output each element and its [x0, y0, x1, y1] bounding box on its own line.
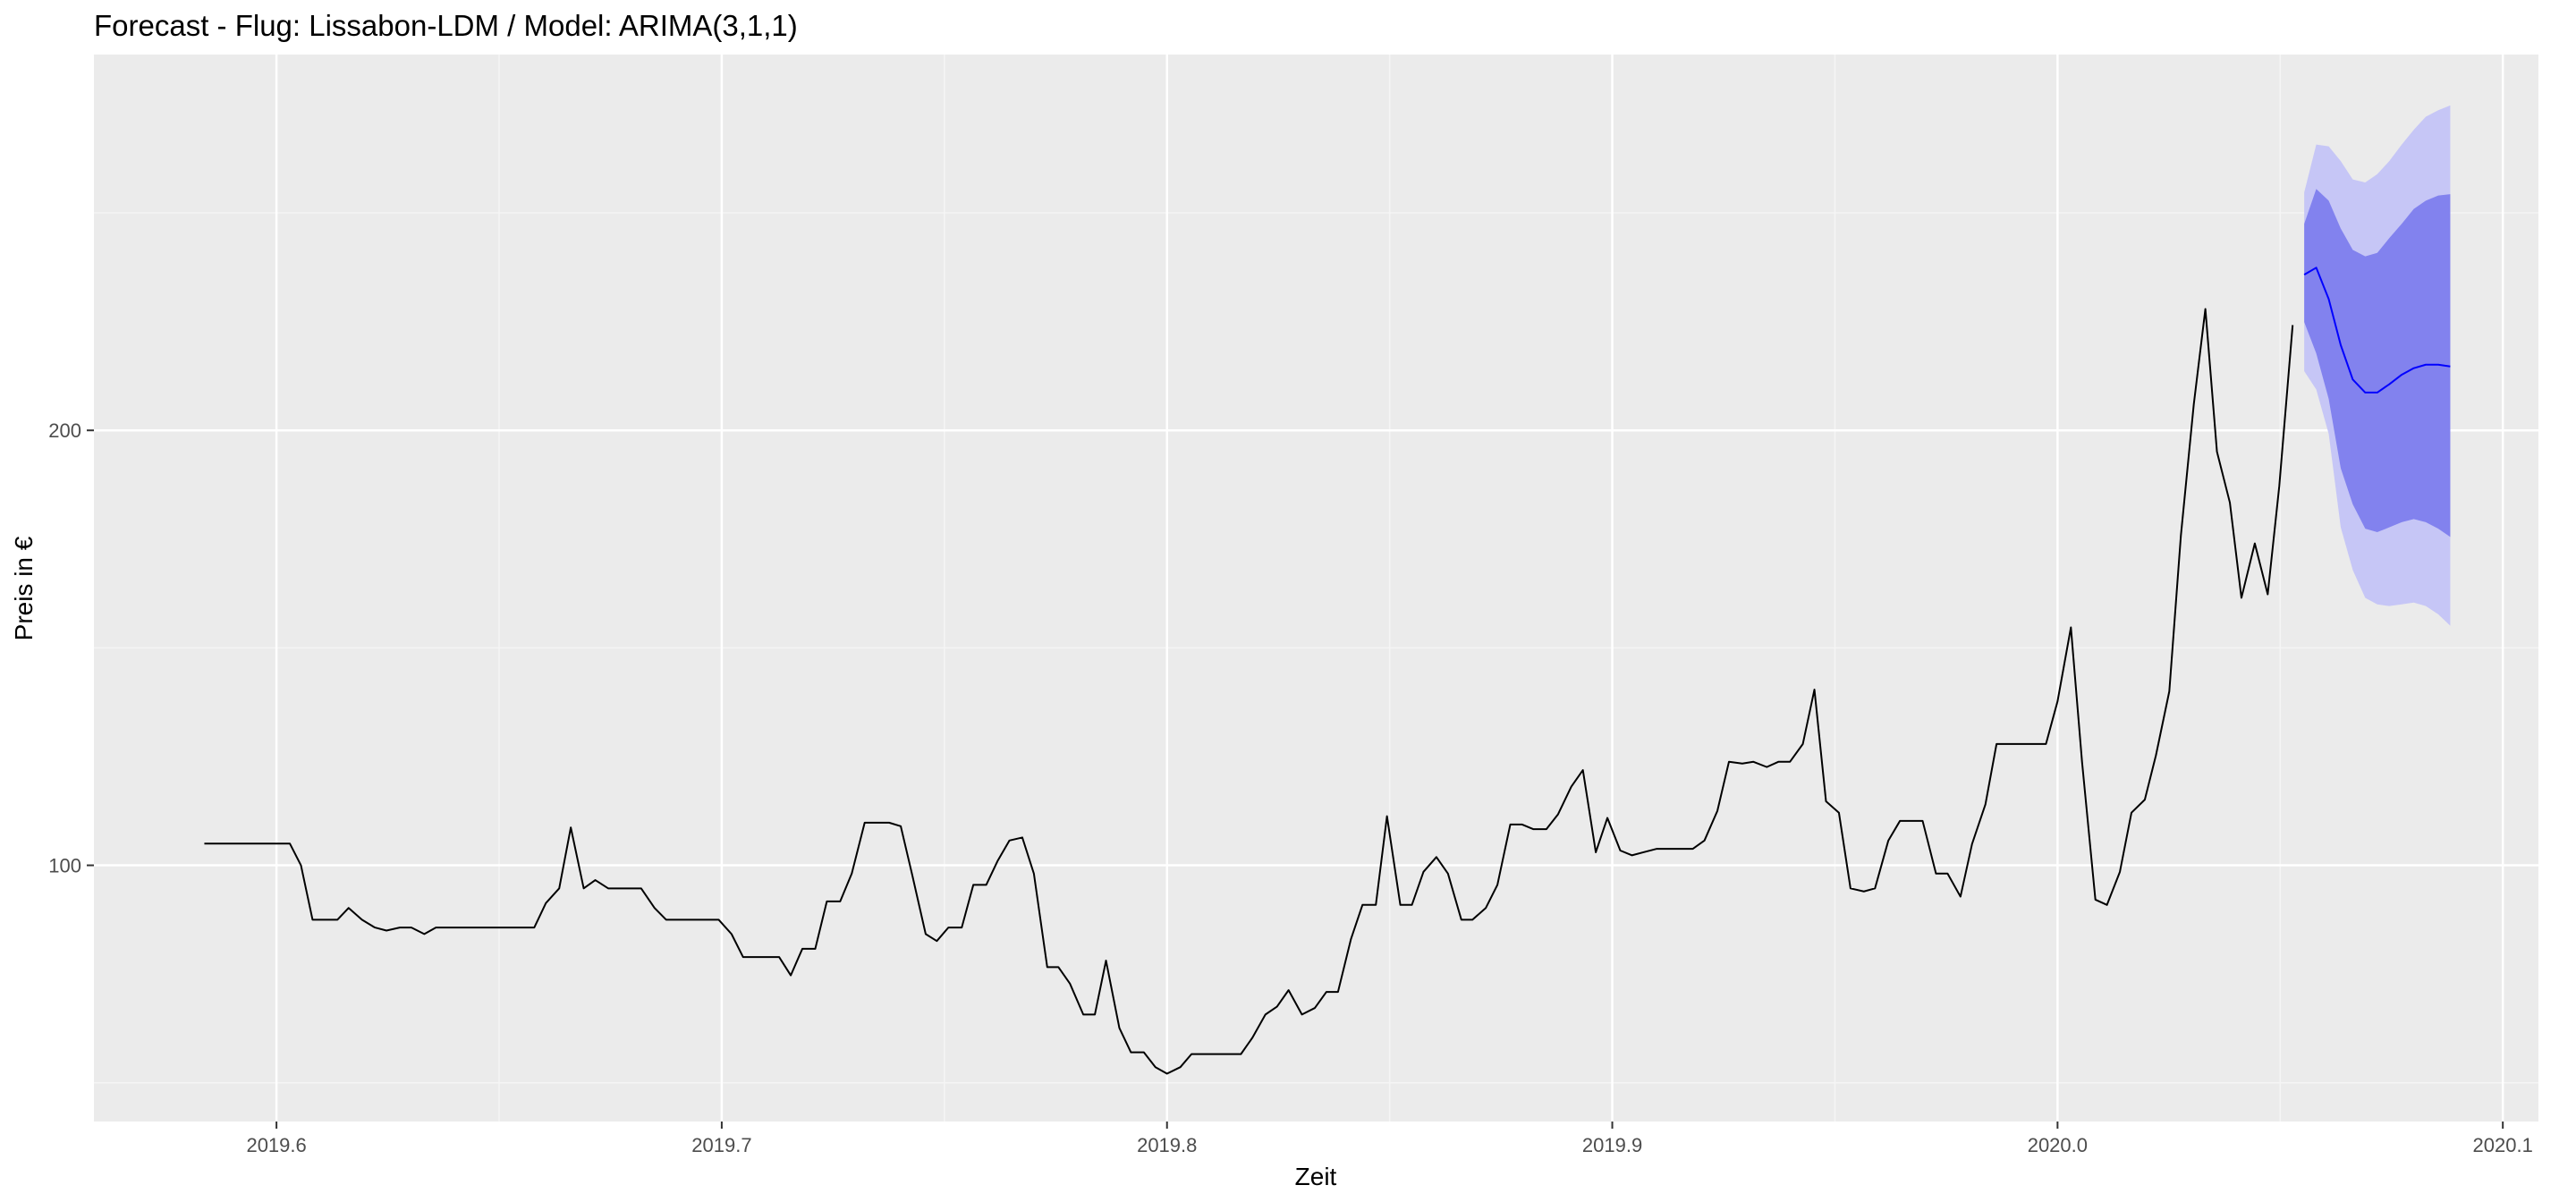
x-tick-label: 2019.6: [246, 1134, 306, 1156]
x-tick-label: 2019.8: [1137, 1134, 1197, 1156]
x-tick-label: 2019.9: [1582, 1134, 1642, 1156]
forecast-line: [2303, 267, 2451, 394]
x-tick-label: 2020.0: [2028, 1134, 2088, 1156]
chart-title: Forecast - Flug: Lissabon-LDM / Model: A…: [94, 9, 798, 42]
y-tick-label: 100: [48, 855, 81, 877]
forecast-interval: [2304, 189, 2451, 538]
x-axis-title: Zeit: [1295, 1163, 1337, 1190]
y-axis-title: Preis in €: [10, 536, 38, 640]
x-tick-label: 2019.7: [691, 1134, 751, 1156]
y-tick-label: 200: [48, 419, 81, 442]
x-tick-label: 2020.1: [2473, 1134, 2533, 1156]
plot-panel: [94, 55, 2538, 1122]
history-line: [204, 308, 2294, 1075]
